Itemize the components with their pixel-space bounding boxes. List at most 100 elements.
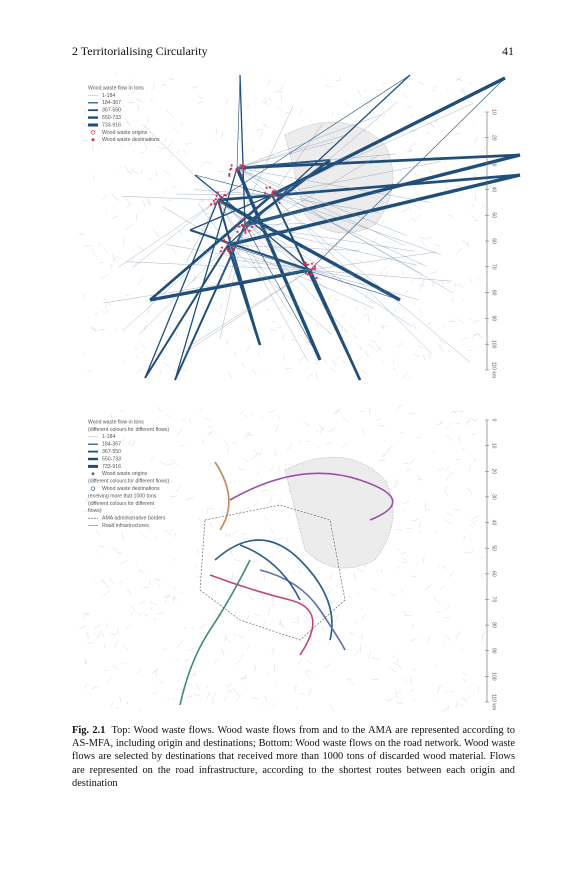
flow-line — [244, 224, 415, 252]
map-texture — [121, 532, 124, 539]
map-texture — [163, 147, 165, 149]
map-texture — [152, 83, 155, 90]
map-texture — [427, 167, 433, 174]
legend-text: 550-733 — [102, 456, 121, 462]
map-texture — [94, 581, 96, 583]
map-texture — [227, 690, 233, 692]
map-texture — [165, 413, 171, 418]
map-texture — [399, 177, 402, 183]
map-texture — [390, 593, 396, 597]
destination — [268, 186, 272, 189]
map-texture — [251, 560, 258, 563]
map-texture — [192, 86, 198, 88]
map-texture — [137, 278, 143, 285]
flow-line — [227, 173, 521, 247]
map-texture — [357, 344, 363, 350]
map-texture — [315, 322, 319, 328]
map-texture — [461, 447, 466, 451]
map-texture — [276, 90, 284, 93]
destination — [218, 205, 221, 208]
map-texture — [126, 168, 132, 175]
map-texture — [305, 669, 309, 673]
map-texture — [150, 455, 156, 462]
map-texture — [330, 243, 337, 245]
map-texture — [241, 362, 245, 368]
map-texture — [185, 696, 193, 698]
map-texture — [424, 501, 427, 508]
caption: Fig. 2.1 Top: Wood waste flows. Wood wast… — [72, 724, 515, 790]
map-texture — [264, 185, 270, 189]
flow-line — [238, 260, 311, 271]
map-texture — [222, 439, 230, 446]
flow-line — [309, 77, 506, 271]
map-texture — [101, 579, 104, 583]
destination — [228, 172, 231, 176]
destination — [228, 174, 231, 177]
map-texture — [201, 438, 204, 443]
map-texture — [461, 678, 467, 682]
map-texture — [98, 545, 105, 548]
map-texture — [208, 203, 211, 209]
map-texture — [396, 690, 402, 694]
destination — [243, 164, 246, 168]
flow-line — [239, 74, 246, 226]
map-texture — [409, 688, 415, 692]
map-texture — [111, 547, 118, 551]
map-texture — [246, 614, 250, 620]
map-texture — [362, 313, 370, 317]
map-texture — [267, 98, 273, 101]
map-texture — [251, 452, 259, 460]
map-texture — [434, 156, 438, 158]
destination — [244, 229, 247, 232]
map-texture — [283, 571, 288, 576]
map-texture — [374, 237, 377, 242]
map-texture — [332, 410, 340, 415]
map-texture — [187, 142, 192, 145]
destination — [230, 164, 233, 167]
map-texture — [186, 238, 191, 243]
destination — [241, 223, 244, 227]
map-texture — [446, 280, 453, 285]
map-texture — [308, 688, 312, 696]
destination — [241, 166, 244, 169]
map-texture — [240, 674, 247, 681]
map-texture — [354, 649, 360, 657]
map-texture — [153, 506, 156, 510]
legend-text: (different colours for different flows) — [88, 479, 169, 485]
flow-line — [236, 167, 423, 275]
map-texture — [297, 356, 305, 364]
destination — [222, 251, 225, 254]
map-texture — [329, 367, 336, 372]
map-texture — [380, 324, 385, 330]
map-texture — [455, 632, 460, 639]
map-texture — [162, 427, 166, 429]
destination — [243, 168, 246, 171]
map-texture — [133, 419, 136, 425]
map-texture — [198, 518, 205, 525]
map-texture — [423, 558, 425, 563]
map-texture — [186, 496, 194, 500]
flow-line — [271, 103, 474, 196]
map-texture — [211, 257, 213, 261]
map-texture — [352, 334, 358, 339]
map-texture — [172, 595, 175, 602]
map-texture — [396, 513, 398, 515]
map-texture — [247, 595, 254, 601]
map-texture — [231, 573, 234, 581]
destination — [228, 251, 231, 255]
map-texture — [401, 270, 405, 276]
map-texture — [482, 631, 486, 637]
map-texture — [264, 516, 270, 522]
destination — [311, 267, 315, 270]
map-texture — [324, 663, 332, 669]
map-texture — [149, 601, 158, 605]
legend-text: (different colours for different flows) — [88, 427, 169, 433]
map-texture — [445, 426, 450, 430]
map-texture — [338, 76, 341, 81]
road-flow — [179, 559, 251, 706]
legend-text: 184-367 — [102, 442, 121, 448]
map-texture — [166, 308, 172, 315]
map-texture — [93, 624, 101, 629]
map-texture — [258, 157, 264, 160]
map-texture — [482, 136, 485, 138]
